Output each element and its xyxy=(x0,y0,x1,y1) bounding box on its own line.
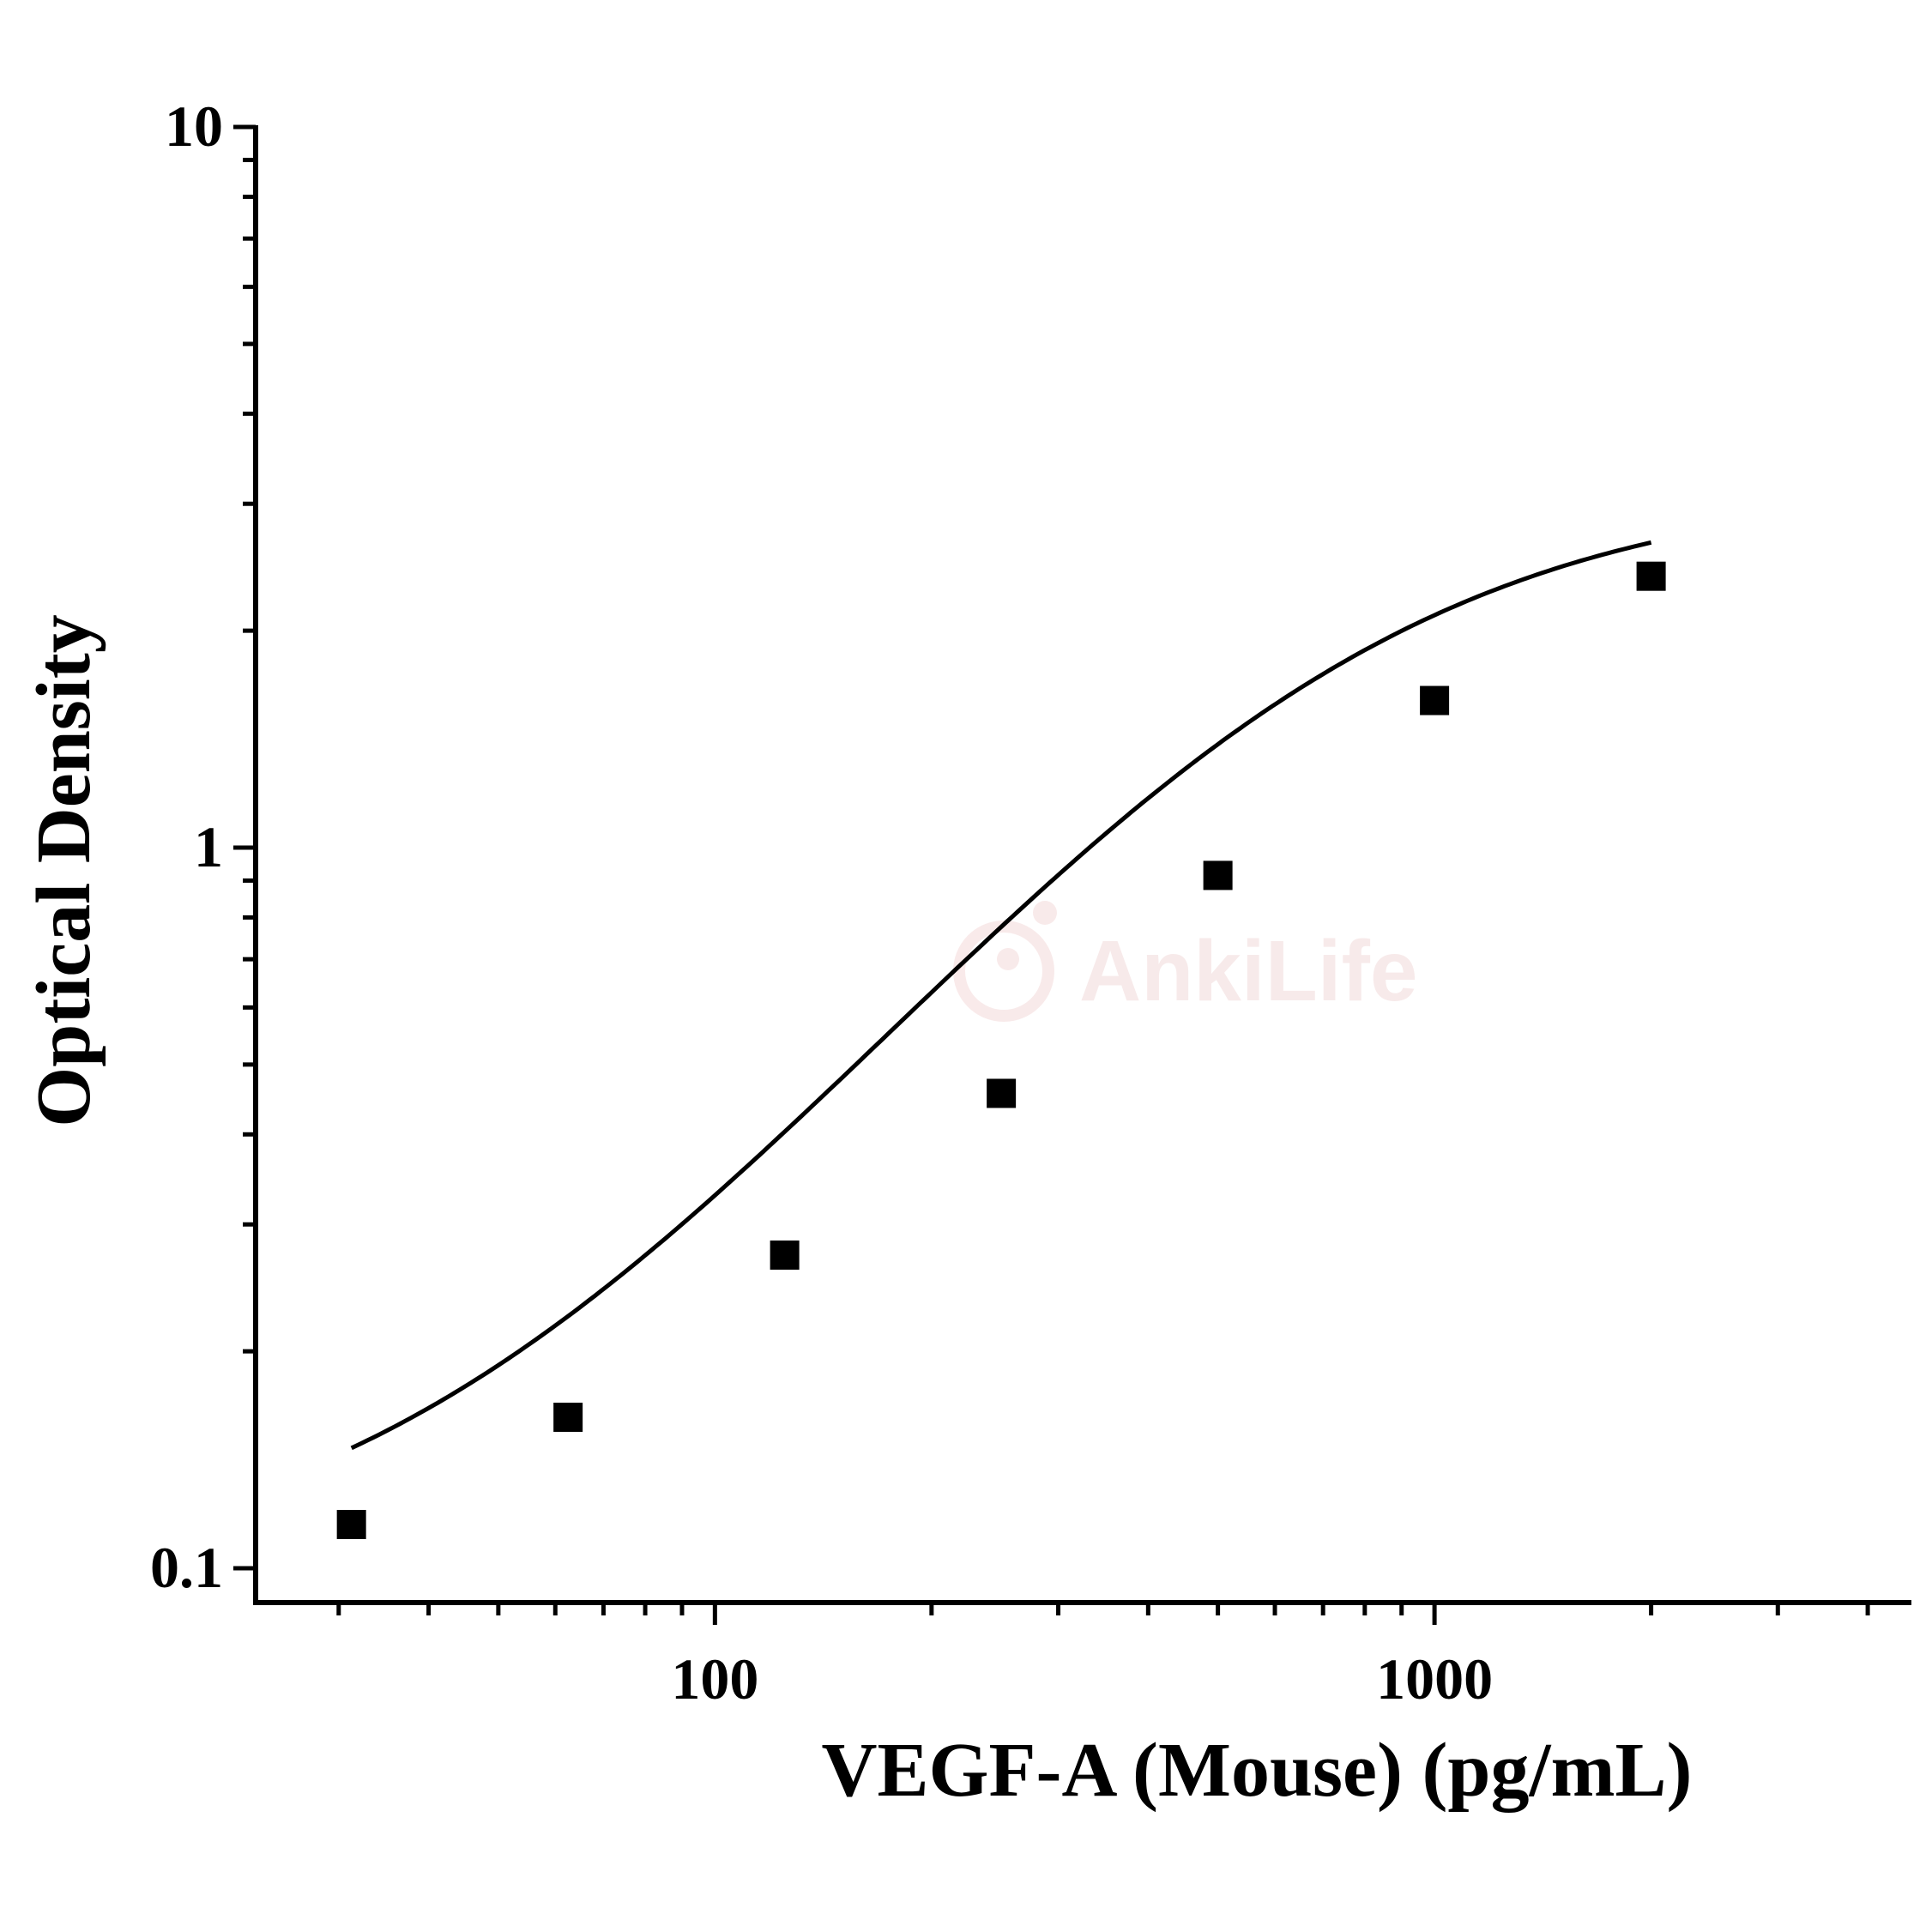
watermark-text: AnkiLife xyxy=(1079,923,1417,1019)
data-point xyxy=(336,1510,366,1540)
y-tick-label: 0.1 xyxy=(150,1535,223,1600)
x-tick-label: 100 xyxy=(671,1646,758,1712)
data-point xyxy=(1203,860,1233,891)
axes: 0.1 1 10 100 1000 xyxy=(150,94,1911,1712)
y-tick-label: 10 xyxy=(165,94,223,159)
x-axis-title: VEGF-A (Mouse) (pg/mL) xyxy=(822,1728,1693,1813)
data-point xyxy=(987,1078,1017,1108)
data-point xyxy=(1420,685,1450,715)
data-point xyxy=(770,1240,800,1270)
data-point xyxy=(553,1403,583,1433)
x-tick-label: 1000 xyxy=(1376,1646,1493,1712)
data-point xyxy=(1636,561,1666,591)
data-points-layer xyxy=(336,561,1666,1540)
watermark: AnkiLife xyxy=(953,901,1417,1022)
y-axis-title: Optical Density xyxy=(21,614,106,1126)
y-tick-label: 1 xyxy=(194,814,223,879)
fit-curve-layer xyxy=(350,540,1652,1451)
fit-curve xyxy=(350,540,1652,1451)
